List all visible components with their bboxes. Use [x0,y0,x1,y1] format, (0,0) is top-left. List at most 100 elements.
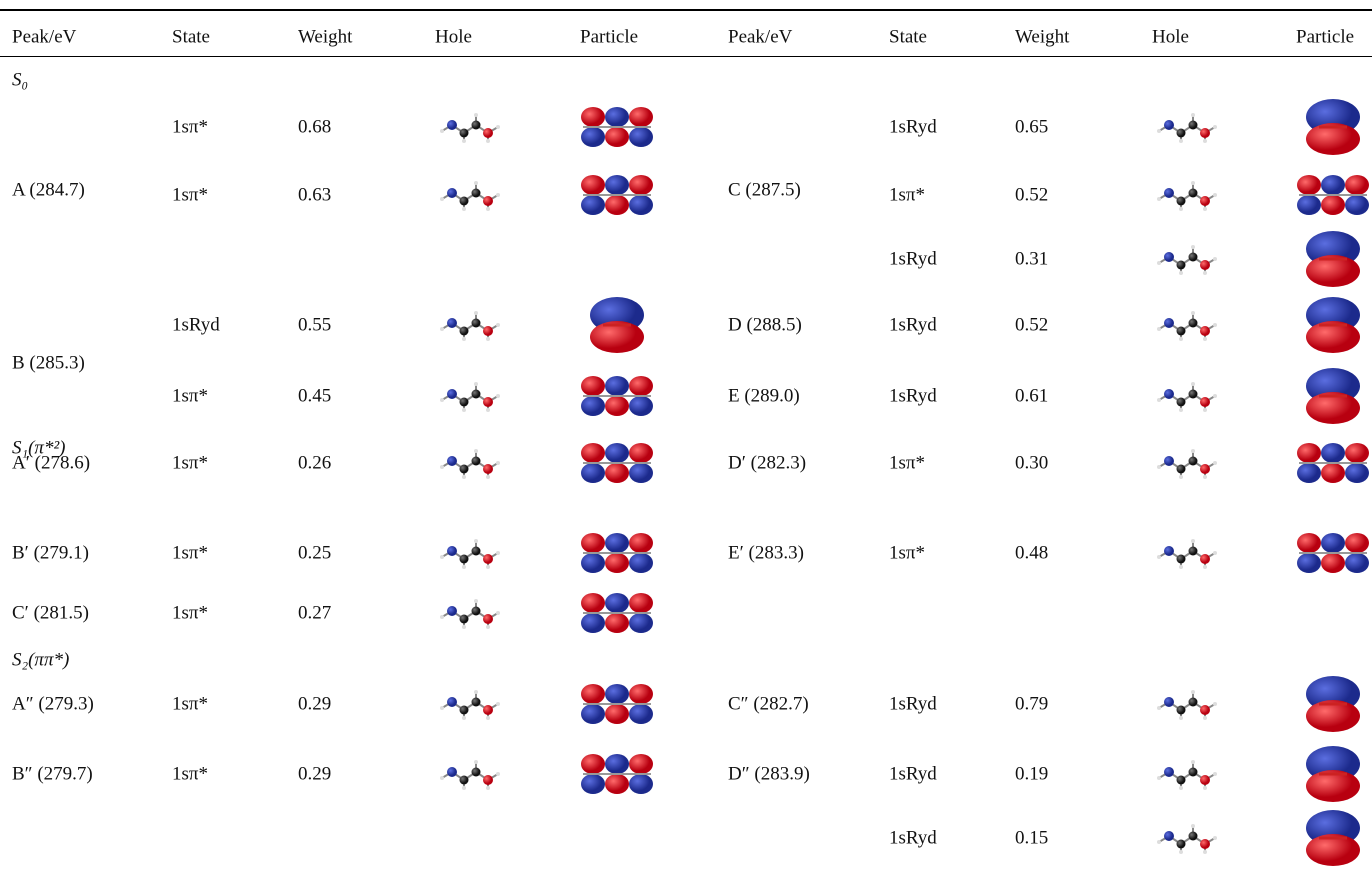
state: 1sπ* [172,542,208,564]
weight: 0.15 [1015,827,1049,849]
state: 1sπ* [889,542,925,564]
weight: 0.31 [1015,248,1049,270]
state: 1sRyd [889,827,937,849]
hole-image [1156,381,1218,413]
particle-image [1304,295,1362,355]
particle-image [1304,744,1362,804]
peak: A′ (278.6) [12,452,91,474]
state: 1sπ* [889,452,925,474]
weight: 0.29 [298,763,332,785]
state: 1sπ* [889,184,925,206]
hole-image [439,689,501,721]
peak: D (288.5) [728,314,802,336]
hole-image [439,381,501,413]
column-header: Weight [298,26,353,48]
column-header: State [172,26,210,48]
hole-image [1156,244,1218,276]
weight: 0.55 [298,314,332,336]
hole-image [439,448,501,480]
weight: 0.52 [1015,184,1049,206]
hole-image [1156,112,1218,144]
weight: 0.19 [1015,763,1049,785]
particle-image [1304,674,1362,734]
weight: 0.61 [1015,385,1049,407]
section-label: S₁(π*²) [12,437,66,459]
hole-image [1156,823,1218,855]
state: 1sπ* [172,116,208,138]
hole-image [1156,538,1218,570]
weight: 0.27 [298,602,332,624]
state: 1sπ* [172,763,208,785]
peak: A (284.7) [12,179,85,201]
hole-image [439,310,501,342]
particle-image [1304,808,1362,868]
particle-image [1304,366,1362,426]
top-rule [0,9,1372,11]
peak: C′ (281.5) [12,602,89,624]
weight: 0.30 [1015,452,1049,474]
peak: A″ (279.3) [12,693,94,715]
particle-image [580,683,654,725]
state: 1sπ* [172,184,208,206]
state: 1sRyd [889,693,937,715]
weight: 0.65 [1015,116,1049,138]
peak: C″ (282.7) [728,693,809,715]
particle-image [1304,97,1362,157]
peak: D′ (282.3) [728,452,807,474]
particle-image [1296,442,1370,484]
particle-image [588,295,646,355]
state: 1sRyd [889,314,937,336]
state: 1sRyd [889,116,937,138]
weight: 0.52 [1015,314,1049,336]
particle-image [580,106,654,148]
weight: 0.68 [298,116,332,138]
peak: B (285.3) [12,352,85,374]
hole-image [439,538,501,570]
column-header: Hole [435,26,472,48]
state: 1sπ* [172,602,208,624]
section-label: S₀ [12,69,29,91]
peak: D″ (283.9) [728,763,810,785]
weight: 0.25 [298,542,332,564]
peak: E (289.0) [728,385,800,407]
particle-image [580,532,654,574]
particle-image [1296,174,1370,216]
hole-image [1156,180,1218,212]
hole-image [439,180,501,212]
column-header: Weight [1015,26,1070,48]
state: 1sπ* [172,693,208,715]
column-header: Peak/eV [12,26,77,48]
hole-image [1156,310,1218,342]
weight: 0.45 [298,385,332,407]
weight: 0.29 [298,693,332,715]
column-header: Particle [580,26,639,48]
header-rule [0,56,1372,57]
weight: 0.79 [1015,693,1049,715]
peak: C (287.5) [728,179,801,201]
hole-image [439,112,501,144]
column-header: Peak/eV [728,26,793,48]
state: 1sRyd [172,314,220,336]
particle-image [1304,229,1362,289]
state: 1sπ* [172,385,208,407]
column-header: Particle [1296,26,1355,48]
particle-image [580,592,654,634]
state: 1sRyd [889,248,937,270]
particle-image [1296,532,1370,574]
peak: B″ (279.7) [12,763,93,785]
particle-image [580,442,654,484]
particle-image [580,753,654,795]
hole-image [1156,448,1218,480]
hole-image [1156,689,1218,721]
peak: E′ (283.3) [728,542,804,564]
hole-image [439,598,501,630]
weight: 0.63 [298,184,332,206]
hole-image [1156,759,1218,791]
particle-image [580,174,654,216]
hole-image [439,759,501,791]
column-header: State [889,26,927,48]
state: 1sπ* [172,452,208,474]
weight: 0.26 [298,452,332,474]
weight: 0.48 [1015,542,1049,564]
